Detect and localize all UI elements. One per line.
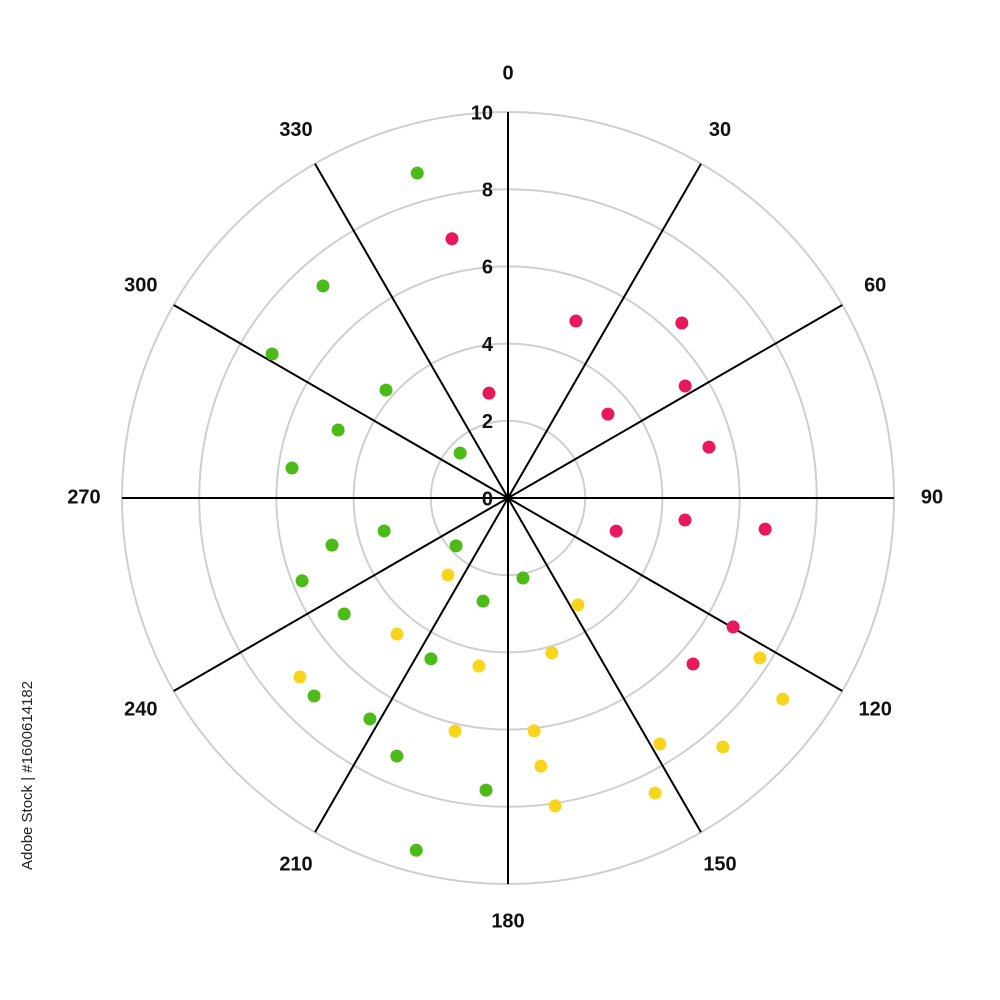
angle-label: 150 <box>703 853 736 875</box>
point <box>476 594 490 608</box>
point <box>453 446 467 460</box>
point <box>285 461 299 475</box>
angle-label: 270 <box>67 486 100 508</box>
watermark: Adobe Stock | #1600614182 <box>19 681 36 870</box>
point <box>678 379 692 393</box>
point <box>479 783 493 797</box>
spoke <box>507 497 843 692</box>
spoke <box>173 304 509 499</box>
r-tick-label: 6 <box>482 257 493 279</box>
point <box>675 316 689 330</box>
point <box>534 759 548 773</box>
angle-label: 180 <box>491 910 524 932</box>
point <box>448 724 462 738</box>
point <box>571 598 585 612</box>
point <box>516 571 530 585</box>
angle-label: 210 <box>279 853 312 875</box>
point <box>545 646 559 660</box>
point <box>337 607 351 621</box>
r-tick-label: 2 <box>482 411 493 433</box>
point <box>726 620 740 634</box>
point <box>331 423 345 437</box>
point <box>716 740 730 754</box>
point <box>601 407 615 421</box>
point <box>758 522 772 536</box>
point <box>569 314 583 328</box>
point <box>410 166 424 180</box>
point <box>678 513 692 527</box>
point <box>325 538 339 552</box>
spoke <box>314 163 509 499</box>
point <box>377 524 391 538</box>
r-tick-label: 0 <box>482 488 493 510</box>
point <box>686 657 700 671</box>
point <box>390 627 404 641</box>
point <box>609 524 623 538</box>
point <box>482 386 496 400</box>
spoke <box>173 497 509 692</box>
spoke <box>314 497 509 833</box>
angle-label: 120 <box>859 698 892 720</box>
point <box>472 659 486 673</box>
point <box>648 786 662 800</box>
point <box>295 574 309 588</box>
point <box>441 568 455 582</box>
angle-label: 300 <box>124 274 157 296</box>
angle-label: 30 <box>709 119 731 141</box>
point <box>449 539 463 553</box>
angle-label: 240 <box>124 698 157 720</box>
point <box>409 843 423 857</box>
point <box>548 799 562 813</box>
angle-label: 330 <box>279 119 312 141</box>
point <box>702 440 716 454</box>
point <box>653 737 667 751</box>
r-tick-label: 10 <box>471 102 493 124</box>
point <box>363 712 377 726</box>
point <box>390 749 404 763</box>
point <box>379 383 393 397</box>
spoke <box>507 497 702 833</box>
point <box>265 347 279 361</box>
point <box>445 232 459 246</box>
point <box>307 689 321 703</box>
r-tick-label: 8 <box>482 179 493 201</box>
point <box>293 670 307 684</box>
angle-label: 60 <box>864 274 886 296</box>
r-tick-label: 4 <box>482 334 494 356</box>
spoke <box>507 304 843 499</box>
point <box>316 279 330 293</box>
spoke <box>507 163 702 499</box>
point <box>527 724 541 738</box>
point <box>753 651 767 665</box>
angle-label: 90 <box>921 486 943 508</box>
angle-label: 0 <box>502 62 513 84</box>
point <box>776 692 790 706</box>
point <box>424 652 438 666</box>
